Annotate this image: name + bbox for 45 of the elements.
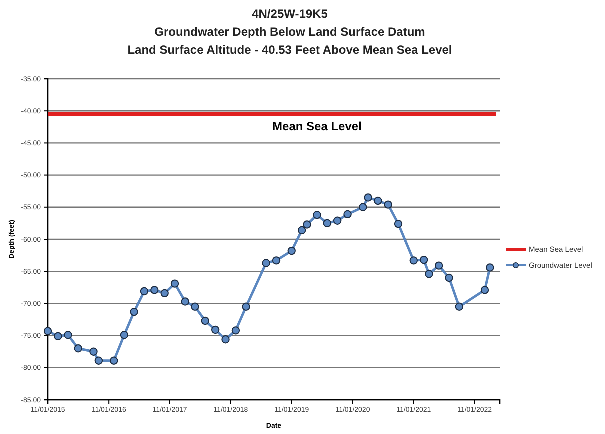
point [54,332,62,341]
point [120,331,129,340]
point [90,348,98,356]
point [170,280,180,288]
point [181,298,190,306]
point [222,336,230,344]
point [74,344,82,353]
point [420,256,428,264]
point [313,211,322,220]
point [410,256,418,265]
point [232,326,240,335]
point [425,270,434,278]
annotation: Mean Sea Level [272,120,362,134]
chart-title: 4N/25W-19K5 [252,7,328,21]
chart-subtitle: Groundwater Depth Below Land Surface Datum Land Surface Altitude - 40.53 Feet Above Mean Sea Level [128,25,452,57]
point [44,327,52,336]
point [455,302,464,312]
point [323,219,332,228]
point [64,331,72,340]
point [298,226,306,235]
point [262,259,270,268]
point [359,203,368,212]
point [384,200,392,209]
point [94,356,104,365]
point [191,302,200,312]
point [486,264,494,272]
point [333,216,342,225]
point [288,246,296,256]
point [480,286,490,294]
point [303,220,312,229]
point [140,287,149,296]
point [211,326,220,334]
point [110,356,118,365]
point [160,289,169,298]
point [394,220,403,228]
point [364,194,372,202]
point [344,210,352,219]
point [242,302,250,312]
point [272,256,281,265]
point [445,274,454,282]
point [130,308,138,316]
point [434,262,444,270]
point [201,316,210,326]
point [374,196,382,206]
point [150,286,159,294]
